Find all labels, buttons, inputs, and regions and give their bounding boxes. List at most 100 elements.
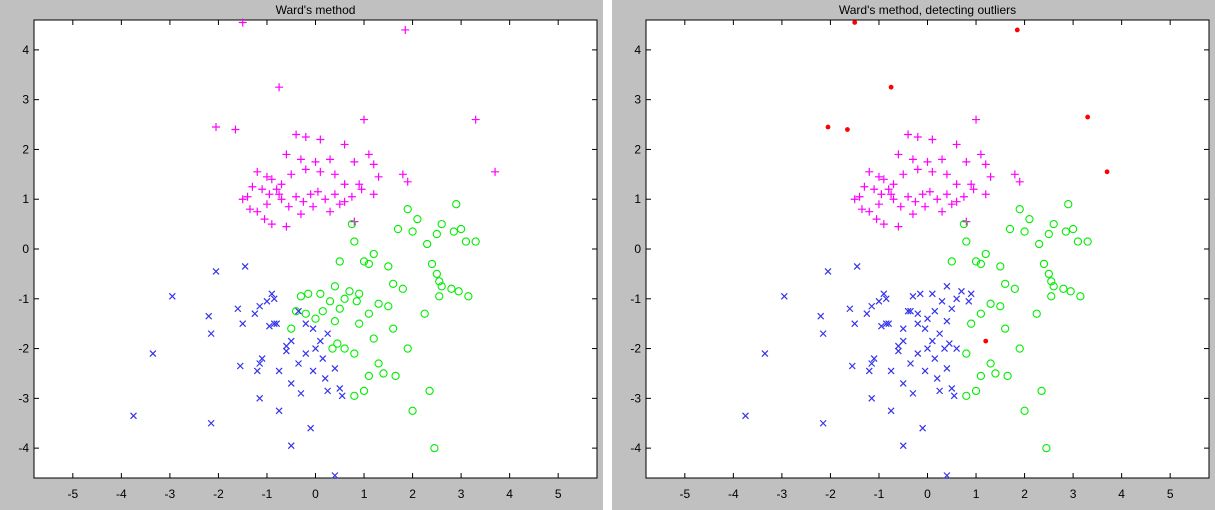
data-point-plus xyxy=(865,167,874,176)
x-tick-label: -2 xyxy=(825,487,836,501)
data-point-x xyxy=(887,367,895,375)
data-point-circle xyxy=(328,344,337,353)
data-point-plus xyxy=(287,170,296,179)
x-tick-label: 2 xyxy=(409,487,416,501)
data-point-x xyxy=(212,267,220,275)
data-point-x xyxy=(943,282,951,290)
data-point-plus xyxy=(262,200,271,209)
data-point-circle xyxy=(432,269,441,279)
data-point-circle xyxy=(1037,386,1046,396)
data-point-plus xyxy=(491,167,500,176)
data-point-x xyxy=(950,392,958,400)
data-point-circle xyxy=(364,309,374,318)
data-point-circle xyxy=(350,349,359,358)
data-point-plus xyxy=(1010,170,1019,179)
data-point-x xyxy=(130,412,137,420)
data-point-x xyxy=(967,290,975,298)
x-tick-label: -1 xyxy=(874,487,885,501)
data-point-circle xyxy=(432,229,441,239)
data-point-x xyxy=(324,330,332,338)
data-point-x xyxy=(921,367,929,375)
series-x xyxy=(742,262,975,479)
data-point-x xyxy=(846,305,854,313)
data-point-plus xyxy=(899,170,908,179)
data-point-circle xyxy=(398,284,408,293)
x-tick-label: -1 xyxy=(262,487,273,501)
data-point-circle xyxy=(420,309,429,318)
data-point-x xyxy=(297,389,305,397)
data-point-circle xyxy=(437,219,446,229)
y-tick-label: -4 xyxy=(18,441,29,455)
y-tick-label: 1 xyxy=(634,192,641,206)
data-point-x xyxy=(824,267,832,275)
data-point-plus xyxy=(355,180,364,189)
data-point-plus xyxy=(874,172,883,181)
data-point-plus xyxy=(471,115,480,124)
data-point-plus xyxy=(896,202,905,211)
data-point-circle xyxy=(379,369,388,378)
data-point-circle xyxy=(311,314,320,323)
data-point-circle xyxy=(1064,200,1073,209)
data-point-circle xyxy=(340,294,349,303)
data-point-circle xyxy=(403,344,412,353)
x-tick-label: -4 xyxy=(116,487,127,501)
plot-area xyxy=(645,19,1210,479)
data-point-outlier xyxy=(852,20,858,25)
data-point-circle xyxy=(333,339,342,348)
data-point-circle xyxy=(1073,237,1083,246)
data-point-x xyxy=(253,367,261,375)
data-point-x xyxy=(819,419,827,427)
data-point-plus xyxy=(401,25,410,34)
data-point-circle xyxy=(456,224,466,234)
data-point-plus xyxy=(330,170,339,179)
data-point-x xyxy=(909,292,917,300)
data-point-x xyxy=(236,362,244,370)
data-point-x xyxy=(943,317,951,325)
x-tick-label: 2 xyxy=(1021,487,1028,501)
data-point-outlier xyxy=(845,127,850,132)
data-point-x xyxy=(863,310,871,318)
data-point-circle xyxy=(1066,287,1075,296)
data-point-x xyxy=(258,355,266,362)
data-point-x xyxy=(924,315,931,323)
data-point-plus xyxy=(282,222,291,231)
data-point-x xyxy=(931,307,939,315)
data-point-circle xyxy=(427,259,437,269)
data-point-plus xyxy=(904,130,913,139)
data-point-plus xyxy=(350,157,359,166)
data-point-x xyxy=(953,345,961,352)
y-tick-label: -1 xyxy=(630,292,641,306)
data-point-circle xyxy=(364,371,374,381)
data-point-circle xyxy=(976,309,986,318)
series-plus xyxy=(212,18,500,231)
data-point-circle xyxy=(325,297,335,306)
data-point-plus xyxy=(347,192,356,201)
data-point-circle xyxy=(947,257,956,266)
data-point-plus xyxy=(889,195,898,204)
data-point-plus xyxy=(884,185,893,194)
data-point-circle xyxy=(403,205,412,214)
data-point-circle xyxy=(435,292,444,301)
x-tick-label: 1 xyxy=(973,487,980,501)
data-point-x xyxy=(921,325,929,333)
data-point-x xyxy=(907,307,914,315)
data-point-plus xyxy=(860,182,869,191)
data-point-x xyxy=(234,305,242,313)
data-point-x xyxy=(887,407,895,415)
data-point-x xyxy=(868,394,876,402)
series-plus xyxy=(850,115,1024,231)
data-point-x xyxy=(268,290,276,298)
x-tick-label: -2 xyxy=(213,487,224,501)
x-tick-label: 0 xyxy=(924,487,931,501)
data-point-x xyxy=(321,375,329,382)
data-point-plus xyxy=(296,210,305,219)
data-point-x xyxy=(263,297,271,305)
data-point-circle xyxy=(335,304,344,313)
data-point-circle xyxy=(408,406,417,415)
data-point-circle xyxy=(967,319,976,328)
data-point-x xyxy=(958,287,965,295)
data-point-circle xyxy=(1010,284,1020,293)
data-point-x xyxy=(899,325,907,333)
data-point-circle xyxy=(1076,292,1085,301)
data-point-x xyxy=(302,320,310,328)
